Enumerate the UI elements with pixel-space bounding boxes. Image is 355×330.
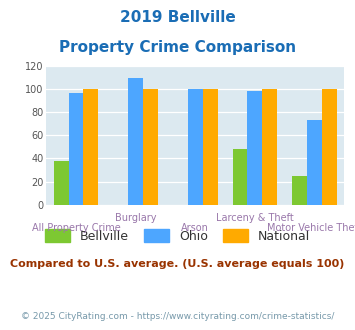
Bar <box>188 89 203 205</box>
Text: © 2025 CityRating.com - https://www.cityrating.com/crime-statistics/: © 2025 CityRating.com - https://www.city… <box>21 312 334 321</box>
Text: Larceny & Theft: Larceny & Theft <box>216 213 294 223</box>
Bar <box>83 89 98 205</box>
Bar <box>247 91 262 205</box>
Text: Property Crime Comparison: Property Crime Comparison <box>59 40 296 54</box>
Text: Burglary: Burglary <box>115 213 156 223</box>
Bar <box>143 89 158 205</box>
Bar <box>203 89 218 205</box>
Bar <box>307 120 322 205</box>
Bar <box>262 89 277 205</box>
Text: Compared to U.S. average. (U.S. average equals 100): Compared to U.S. average. (U.S. average … <box>10 259 345 269</box>
Text: All Property Crime: All Property Crime <box>32 223 120 233</box>
Text: Arson: Arson <box>181 223 209 233</box>
Legend: Bellville, Ohio, National: Bellville, Ohio, National <box>40 224 315 248</box>
Text: 2019 Bellville: 2019 Bellville <box>120 10 235 25</box>
Bar <box>233 149 247 205</box>
Bar <box>322 89 337 205</box>
Text: Motor Vehicle Theft: Motor Vehicle Theft <box>267 223 355 233</box>
Bar <box>69 92 83 205</box>
Bar <box>292 176 307 205</box>
Bar <box>128 78 143 205</box>
Bar <box>54 161 69 205</box>
